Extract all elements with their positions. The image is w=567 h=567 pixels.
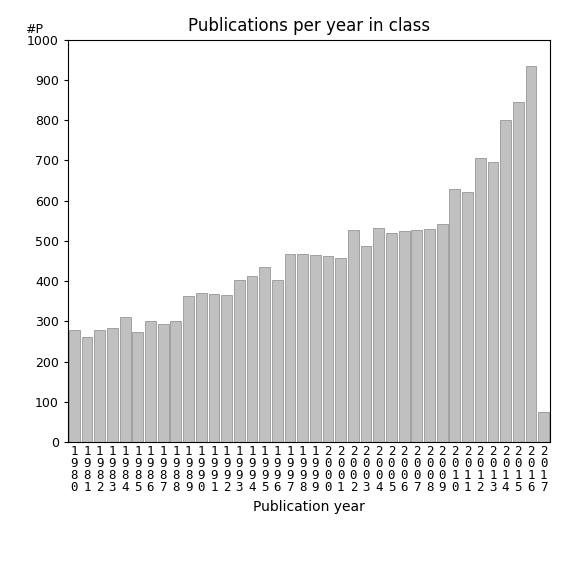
Bar [297, 254, 308, 442]
Bar [348, 230, 359, 442]
Bar [120, 318, 130, 442]
Bar [247, 276, 257, 442]
Bar [323, 256, 333, 442]
Bar [462, 192, 473, 442]
Bar [412, 230, 422, 442]
Bar [196, 293, 206, 442]
Title: Publications per year in class: Publications per year in class [188, 18, 430, 35]
Bar [183, 296, 194, 442]
Bar [209, 294, 219, 442]
Bar [310, 255, 321, 442]
Bar [221, 295, 232, 442]
Bar [107, 328, 118, 442]
Bar [285, 254, 295, 442]
Bar [171, 321, 181, 442]
Bar [374, 228, 384, 442]
Bar [94, 329, 105, 442]
Bar [500, 120, 511, 442]
Bar [69, 331, 80, 442]
Bar [450, 189, 460, 442]
Bar [488, 162, 498, 442]
Bar [82, 337, 92, 442]
Bar [399, 231, 409, 442]
Bar [538, 412, 549, 442]
Bar [513, 102, 524, 442]
Bar [424, 229, 435, 442]
Bar [234, 280, 244, 442]
Bar [259, 266, 270, 442]
Bar [526, 66, 536, 442]
Bar [158, 324, 168, 442]
Bar [475, 158, 485, 442]
Bar [145, 321, 156, 442]
X-axis label: Publication year: Publication year [253, 500, 365, 514]
Bar [272, 281, 283, 442]
Bar [437, 223, 447, 442]
Bar [386, 233, 397, 442]
Bar [361, 246, 371, 442]
Bar [133, 332, 143, 442]
Bar [335, 258, 346, 442]
Y-axis label: #P: #P [26, 23, 43, 36]
